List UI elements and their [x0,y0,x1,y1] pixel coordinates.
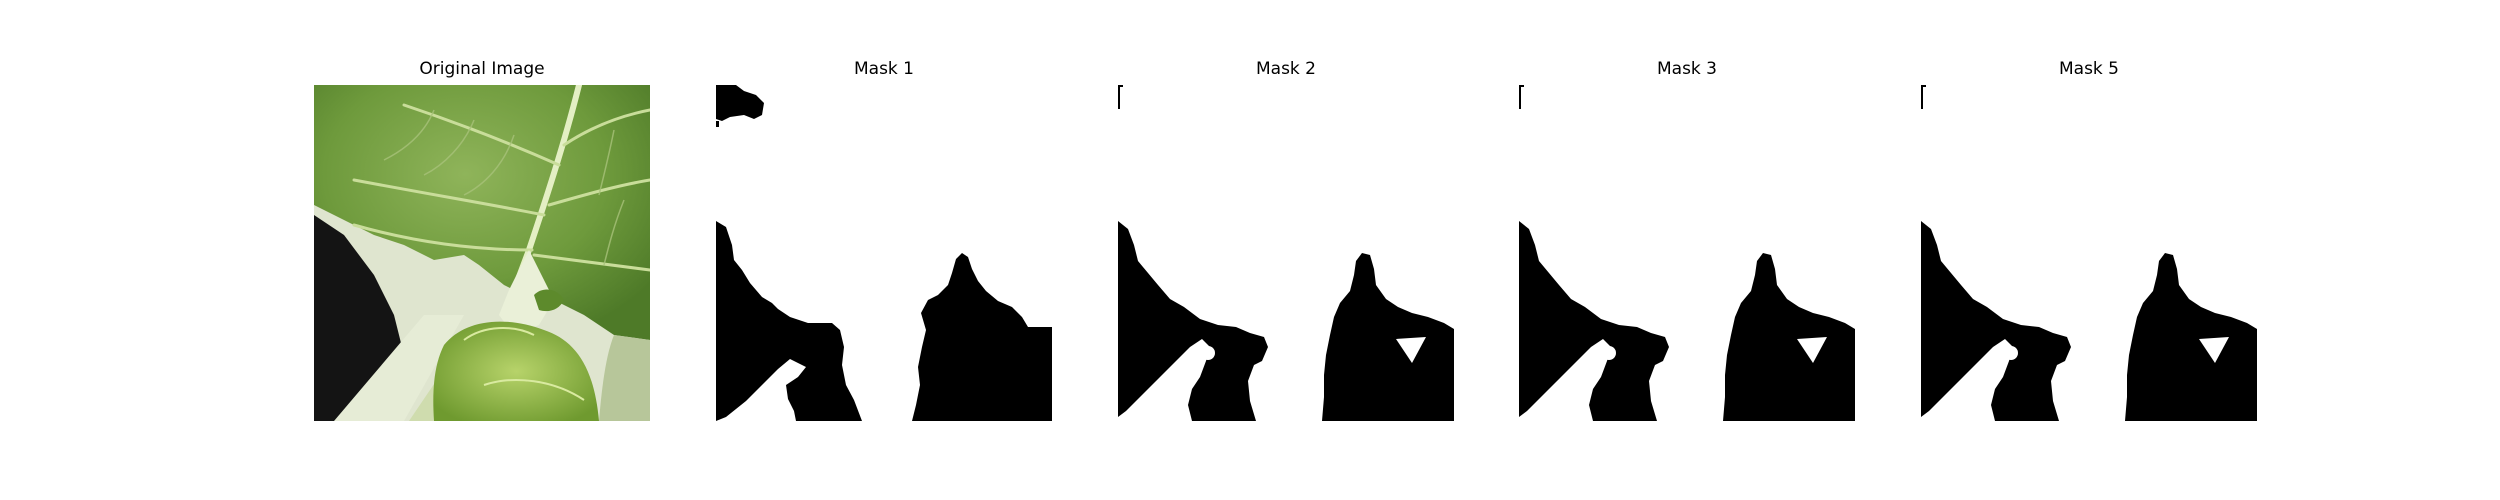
panel-title: Mask 2 [1255,59,1316,79]
panel-title: Mask 1 [853,59,914,79]
panel-title: Mask 5 [2058,59,2119,79]
original-image [314,85,650,421]
panel-title: Original Image [419,59,545,79]
mask-image [716,85,1052,421]
mask-image [1118,85,1454,421]
mask-image [1921,85,2257,421]
panel-title: Mask 3 [1656,59,1717,79]
mask-image [1519,85,1855,421]
